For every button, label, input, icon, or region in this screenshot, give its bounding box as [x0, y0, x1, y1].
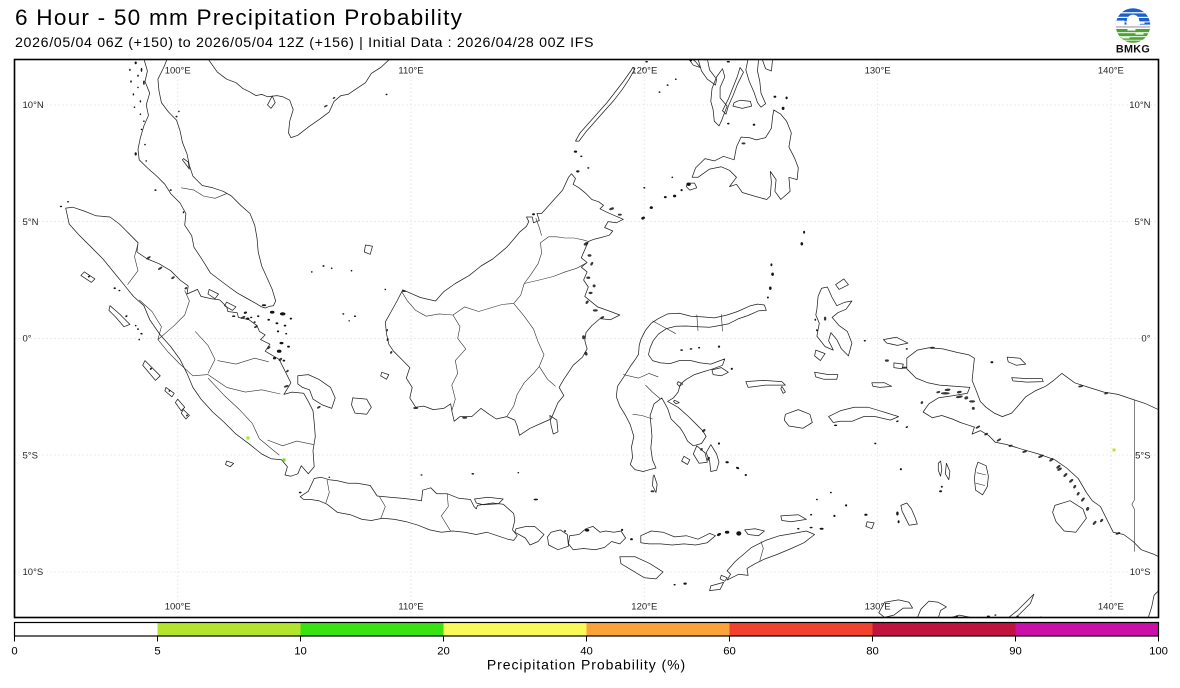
- svg-text:120°E: 120°E: [631, 66, 657, 77]
- svg-text:20: 20: [437, 646, 450, 658]
- svg-text:130°E: 130°E: [865, 66, 891, 77]
- svg-text:80: 80: [866, 646, 879, 658]
- svg-text:2026/05/04 06Z (+150) to 2026/: 2026/05/04 06Z (+150) to 2026/05/04 12Z …: [15, 35, 594, 51]
- svg-text:140°E: 140°E: [1098, 602, 1124, 613]
- svg-text:140°E: 140°E: [1098, 66, 1124, 77]
- svg-text:10°N: 10°N: [1129, 100, 1150, 111]
- svg-text:40: 40: [580, 646, 593, 658]
- svg-text:0: 0: [11, 646, 17, 658]
- svg-text:5°S: 5°S: [23, 450, 38, 461]
- svg-text:60: 60: [723, 646, 736, 658]
- svg-text:110°E: 110°E: [398, 66, 423, 77]
- svg-text:10: 10: [294, 646, 307, 658]
- svg-text:100: 100: [1149, 646, 1168, 658]
- svg-text:90: 90: [1009, 646, 1022, 658]
- svg-text:100°E: 100°E: [165, 602, 191, 613]
- svg-text:0°: 0°: [23, 334, 32, 345]
- svg-text:BMKG: BMKG: [1116, 44, 1150, 56]
- svg-text:0°: 0°: [1141, 334, 1150, 345]
- svg-text:10°S: 10°S: [23, 567, 44, 578]
- svg-text:100°E: 100°E: [165, 66, 191, 77]
- svg-text:110°E: 110°E: [398, 602, 423, 613]
- svg-text:Precipitation Probability (%): Precipitation Probability (%): [487, 657, 686, 673]
- svg-text:5°N: 5°N: [1135, 217, 1151, 228]
- svg-text:130°E: 130°E: [865, 602, 891, 613]
- svg-text:5°N: 5°N: [23, 217, 39, 228]
- svg-text:5°S: 5°S: [1135, 450, 1150, 461]
- svg-text:10°S: 10°S: [1130, 567, 1151, 578]
- svg-text:6 Hour - 50 mm Precipitation P: 6 Hour - 50 mm Precipitation Probability: [15, 5, 463, 30]
- svg-text:120°E: 120°E: [631, 602, 657, 613]
- svg-text:10°N: 10°N: [23, 100, 44, 111]
- svg-text:5: 5: [154, 646, 160, 658]
